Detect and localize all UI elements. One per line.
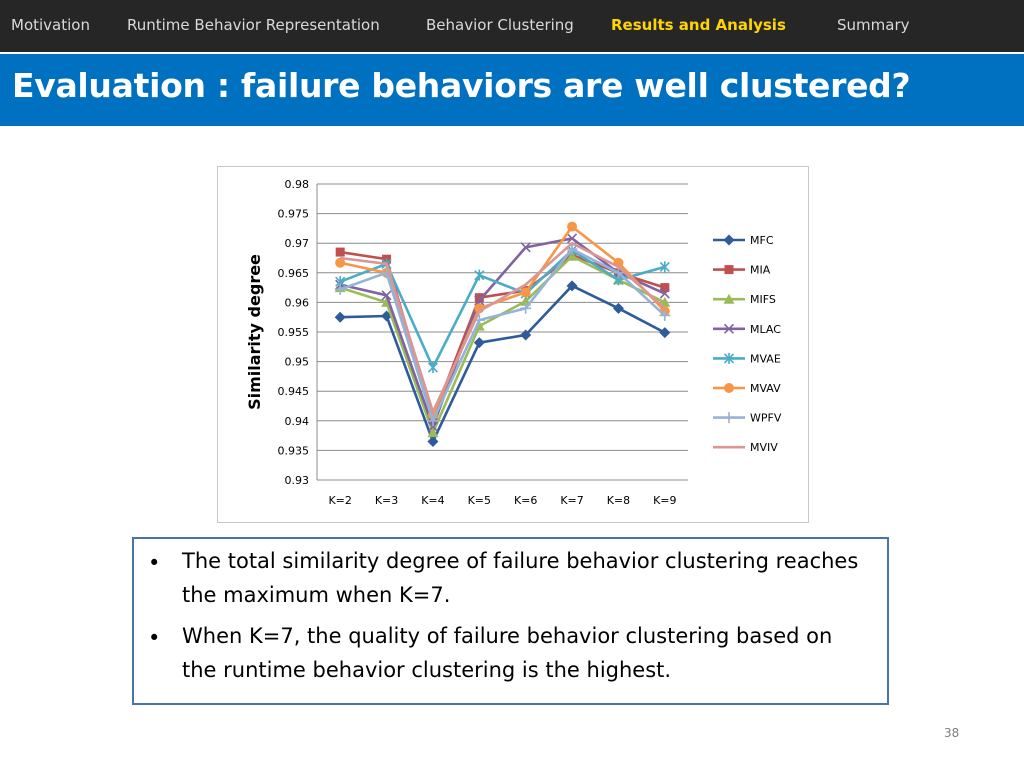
data-point-mfc [334, 311, 346, 323]
bullet-text-2: When K=7, the quality of failure behavio… [182, 624, 833, 682]
data-point-mlac [381, 290, 392, 301]
data-point-mlac [474, 295, 485, 306]
nav-item-results-and-analysis[interactable]: Results and Analysis [611, 16, 786, 34]
data-point-mvav [567, 221, 578, 232]
legend-label-mfc: MFC [750, 234, 774, 247]
data-point-mfc [612, 302, 624, 314]
legend-marker-mvae [723, 352, 735, 364]
legend-label-mviv: MVIV [750, 441, 778, 454]
bullet-box: • The total similarity degree of failure… [132, 537, 889, 705]
y-tick-label: 0.95 [285, 356, 310, 369]
legend-label-wpfv: WPFV [750, 412, 782, 425]
series-line-mviv [340, 241, 666, 414]
data-point-mfc [381, 310, 393, 322]
x-tick-label: K=6 [514, 494, 537, 507]
bullet-marker: • [148, 551, 161, 575]
y-tick-label: 0.97 [285, 237, 310, 250]
data-point-mia [660, 283, 670, 293]
data-point-wpfv [334, 283, 346, 295]
y-tick-label: 0.975 [278, 208, 310, 221]
data-point-wpfv [659, 309, 671, 321]
legend-marker-mfc [723, 234, 735, 246]
y-tick-label: 0.98 [285, 178, 310, 191]
data-point-mlac [659, 288, 670, 299]
x-tick-label: K=7 [560, 494, 583, 507]
data-point-mia [474, 293, 484, 303]
data-point-mvav [520, 287, 531, 298]
nav-item-summary[interactable]: Summary [837, 16, 910, 34]
x-tick-label: K=4 [421, 494, 444, 507]
data-point-wpfv [612, 267, 624, 279]
legend-label-mia: MIA [750, 264, 771, 277]
legend-marker-mlac [723, 323, 735, 334]
x-tick-label: K=2 [328, 494, 351, 507]
y-tick-label: 0.94 [285, 415, 310, 428]
y-tick-label: 0.96 [285, 296, 310, 309]
data-point-mfc [659, 327, 671, 339]
similarity-line-chart: 0.98 0.975 0.97 0.965 0.96 0.955 0.95 0.945 0.94… [245, 178, 782, 507]
data-point-mlac [566, 233, 578, 244]
legend-marker-mvav [724, 383, 734, 393]
legend-label-mifs: MIFS [750, 293, 776, 306]
title-bar: Evaluation : failure behaviors are well … [0, 54, 1024, 126]
data-point-mlac [520, 242, 531, 253]
series-line-wpfv [339, 247, 666, 423]
data-point-mvae [474, 269, 485, 281]
y-tick-label: 0.93 [285, 474, 310, 487]
data-point-mifs [427, 427, 439, 438]
data-point-mvav [335, 257, 346, 268]
y-tick-label: 0.945 [278, 385, 310, 398]
page-number: 38 [944, 726, 960, 740]
y-tick-label: 0.955 [278, 326, 310, 339]
data-point-mfc [520, 329, 532, 341]
data-point-wpfv [566, 243, 578, 255]
series-line-mvae [339, 249, 666, 369]
x-tick-label: K=8 [607, 494, 630, 507]
x-tick-label: K=3 [375, 494, 398, 507]
bullet-marker: • [148, 626, 161, 650]
legend-label-mlac: MLAC [750, 323, 781, 336]
top-nav: Motivation Runtime Behavior Representati… [0, 0, 1024, 52]
x-tick-label: K=5 [468, 494, 491, 507]
series-line-mfc [340, 284, 666, 443]
legend-marker-mia [724, 265, 734, 275]
data-point-wpfv [427, 415, 439, 427]
data-point-wpfv [520, 302, 532, 314]
bullet-text-1: The total similarity degree of failure b… [182, 549, 859, 607]
x-tick-label: K=9 [653, 494, 676, 507]
data-point-mfc [566, 280, 578, 292]
chart-frame: 0.98 0.975 0.97 0.965 0.96 0.955 0.95 0.945 0.94… [217, 166, 809, 523]
nav-item-motivation[interactable]: Motivation [11, 16, 90, 34]
nav-item-runtime-behavior-representation[interactable]: Runtime Behavior Representation [127, 16, 380, 34]
data-point-mvae [427, 362, 439, 374]
legend-marker-mifs [723, 293, 735, 304]
data-point-mfc [427, 436, 439, 448]
data-point-mfc [473, 337, 485, 349]
legend-marker-wpfv [723, 412, 735, 424]
data-point-mlac [427, 421, 439, 432]
slide-title: Evaluation : failure behaviors are well … [12, 66, 911, 105]
series-line-mlac [339, 237, 666, 429]
nav-item-behavior-clustering[interactable]: Behavior Clustering [426, 16, 574, 34]
legend-label-mvav: MVAV [750, 382, 781, 395]
y-tick-label: 0.935 [278, 444, 310, 457]
y-tick-label: 0.965 [278, 267, 310, 280]
y-axis-title: Similarity degree [245, 254, 264, 410]
legend-label-mvae: MVAE [750, 352, 781, 365]
data-point-mvae [659, 261, 670, 273]
data-point-mia [335, 247, 345, 257]
